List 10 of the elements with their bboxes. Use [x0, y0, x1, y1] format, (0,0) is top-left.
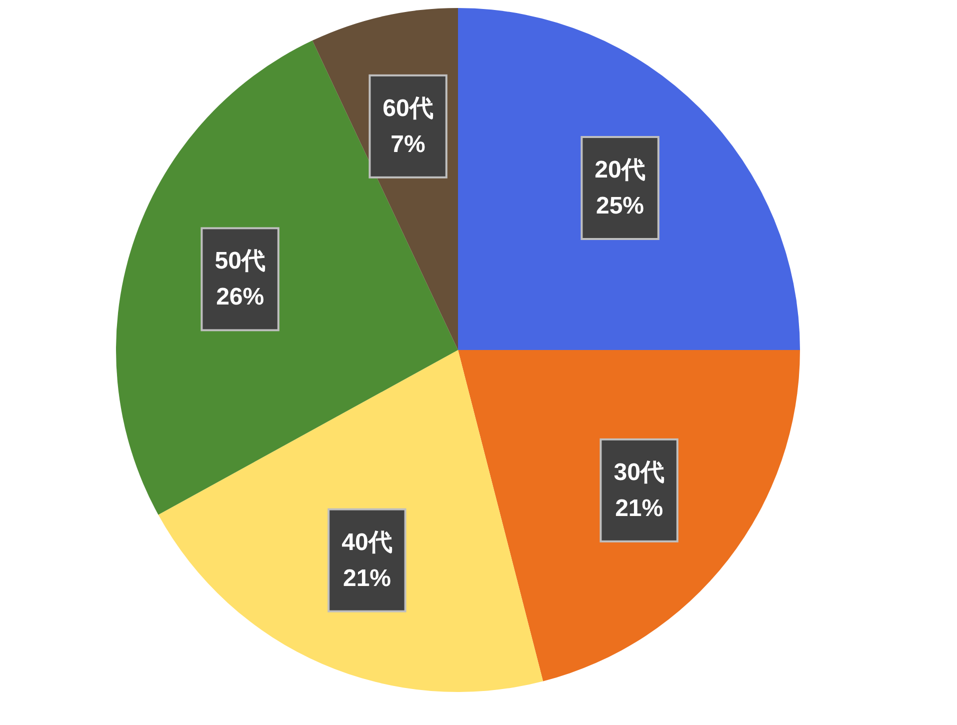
slice-label: 20代 — [594, 156, 646, 184]
slice-label: 40代 — [342, 528, 392, 556]
data-label: 25% — [596, 192, 644, 220]
slice-label: 30代 — [614, 458, 664, 486]
slice-label: 60代 — [382, 94, 434, 122]
data-label: 7% — [390, 130, 426, 158]
data-label: 26% — [216, 284, 264, 311]
data-label: 21% — [615, 494, 664, 522]
data-label: 21% — [342, 564, 392, 592]
slice-label: 50代 — [214, 248, 266, 275]
